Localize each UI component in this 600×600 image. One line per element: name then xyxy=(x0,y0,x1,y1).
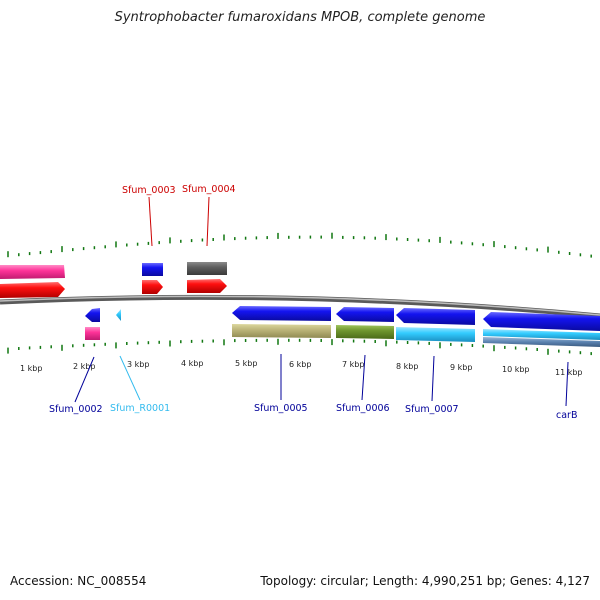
feature-carb-gene xyxy=(483,329,600,340)
feature-pink-top-left xyxy=(0,265,65,279)
kbp-scale-labels: 1 kbp 2 kbp 3 kbp 4 kbp 5 kbp 6 kbp 7 kb… xyxy=(20,359,583,377)
kbp-label: 4 kbp xyxy=(181,359,203,368)
kbp-label: 2 kbp xyxy=(73,362,95,371)
genome-stats-label: Topology: circular; Length: 4,990,251 bp… xyxy=(260,574,590,588)
feature-sfum-0005-gene xyxy=(232,324,331,338)
gene-label-sfum-r0001: Sfum_R0001 xyxy=(110,403,170,414)
feature-carb-cds xyxy=(483,312,600,331)
outer-tick-ring xyxy=(7,232,592,258)
feature-sfum-0005-cds xyxy=(232,306,331,321)
kbp-label: 11 kbp xyxy=(555,368,583,377)
feature-sfum-0002-cds xyxy=(85,308,100,322)
accession-label: Accession: NC_008554 xyxy=(10,574,147,588)
gene-label-sfum-0003: Sfum_0003 xyxy=(122,185,176,196)
feature-sfum-0006-cds xyxy=(336,307,394,322)
feature-sfum-r0001 xyxy=(116,309,121,321)
kbp-label: 10 kbp xyxy=(502,365,530,374)
feature-sfum-0003-cds xyxy=(142,263,163,276)
feature-sfum-0004-gene xyxy=(187,279,227,293)
gene-label-sfum-0007: Sfum_0007 xyxy=(405,404,459,415)
map-title: Syntrophobacter fumaroxidans MPOB, compl… xyxy=(114,10,486,25)
gene-label-carb: carB xyxy=(556,410,577,421)
genome-backbone xyxy=(0,294,600,319)
kbp-label: 6 kbp xyxy=(289,360,311,369)
kbp-label: 8 kbp xyxy=(396,362,418,371)
gene-label-sfum-0004: Sfum_0004 xyxy=(182,184,236,195)
feature-sfum-0003-gene xyxy=(142,280,163,294)
feature-sfum-0002-gene xyxy=(85,327,100,340)
gene-label-sfum-0002: Sfum_0002 xyxy=(49,404,103,415)
kbp-label: 5 kbp xyxy=(235,359,257,368)
feature-red-left xyxy=(0,282,65,298)
feature-sfum-0007-gene xyxy=(396,327,475,342)
feature-sfum-0004-cds xyxy=(187,262,227,275)
kbp-label: 7 kbp xyxy=(342,360,364,369)
gene-label-sfum-0006: Sfum_0006 xyxy=(336,403,390,414)
gene-label-sfum-0005: Sfum_0005 xyxy=(254,403,308,414)
feature-sfum-0007-cds xyxy=(396,308,475,325)
kbp-label: 9 kbp xyxy=(450,363,472,372)
feature-sfum-0006-gene xyxy=(336,325,394,339)
kbp-label: 1 kbp xyxy=(20,364,42,373)
feature-carb-rna xyxy=(483,337,600,347)
inner-tick-ring xyxy=(7,338,592,356)
kbp-label: 3 kbp xyxy=(127,360,149,369)
